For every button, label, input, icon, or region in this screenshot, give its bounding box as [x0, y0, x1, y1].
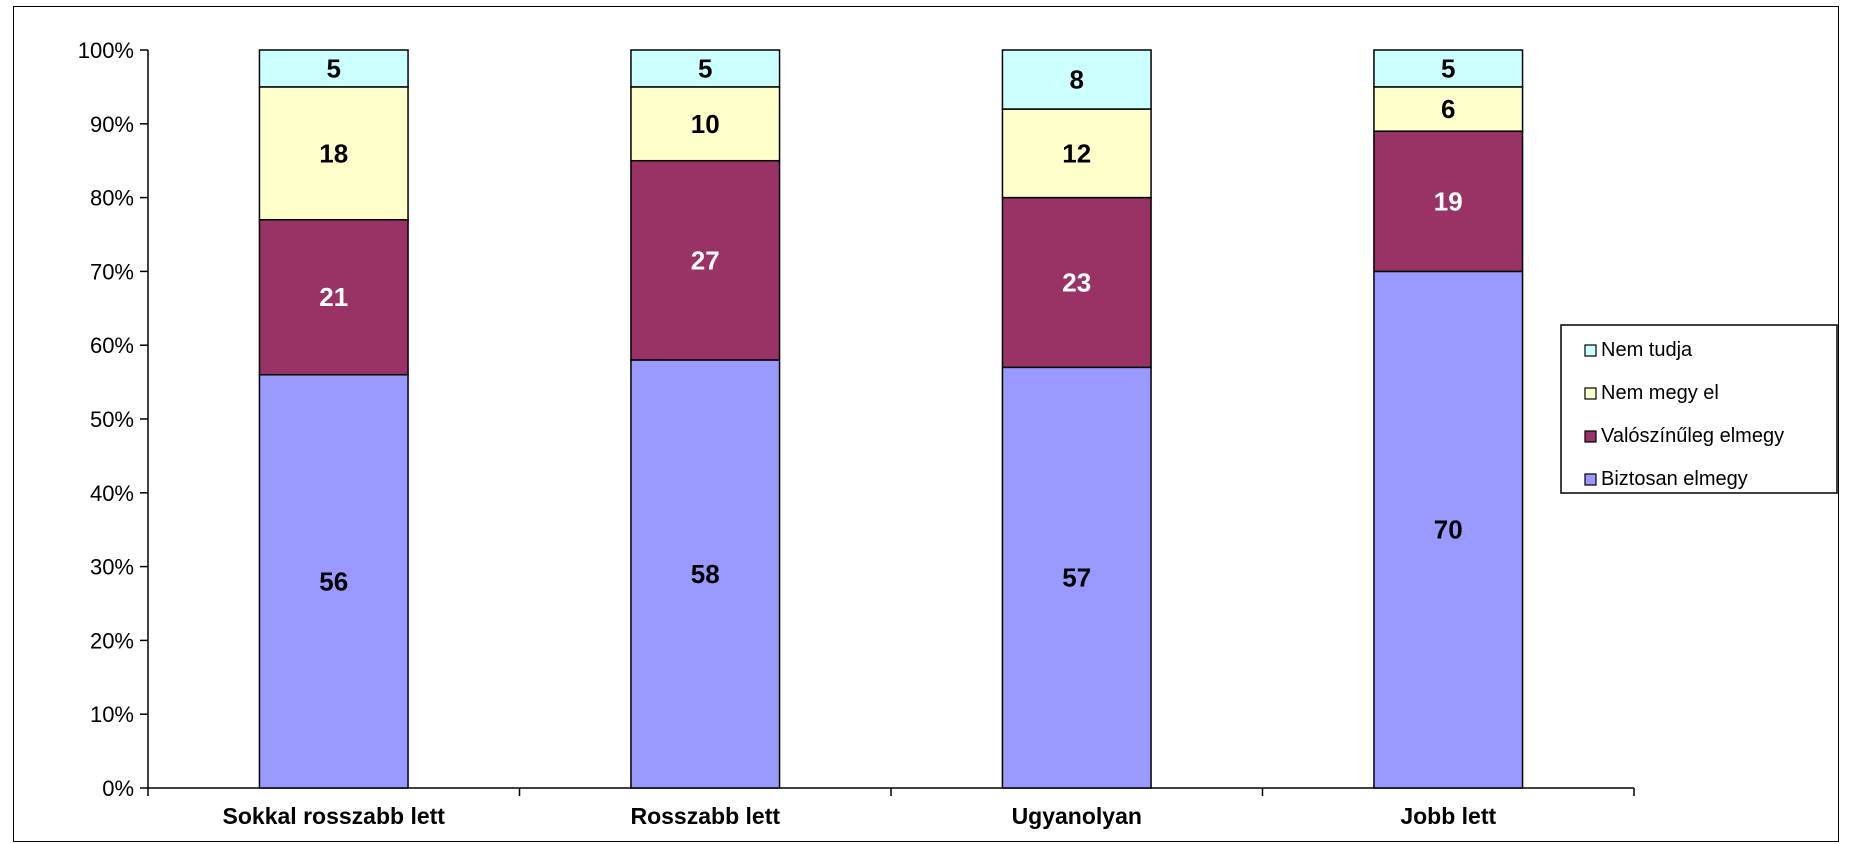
- data-label: 70: [1434, 515, 1463, 545]
- y-tick-label: 80%: [90, 186, 134, 211]
- bar-segment: [1001, 366, 1152, 789]
- legend-label: Valószínűleg elmegy: [1601, 425, 1784, 447]
- data-label: 57: [1062, 563, 1091, 593]
- y-tick-label: 30%: [90, 555, 134, 580]
- bar-segment: [1001, 108, 1152, 199]
- y-tick-label: 50%: [90, 407, 134, 432]
- category-label: Sokkal rosszabb lett: [223, 803, 446, 829]
- data-label: 5: [327, 53, 341, 83]
- legend-swatch: [1584, 387, 1597, 400]
- bar-segment: [630, 49, 781, 88]
- bar-segment: [1373, 130, 1524, 273]
- data-label: 58: [691, 559, 720, 589]
- y-axis: 0% 10% 20% 30% 40% 50% 60% 70% 80% 90% 100%: [78, 38, 149, 801]
- data-label: 5: [698, 53, 712, 83]
- category-label: Rosszabb lett: [630, 803, 780, 829]
- data-label: 27: [691, 245, 720, 275]
- legend-label: Biztosan elmegy: [1601, 468, 1748, 490]
- bar-segment: [630, 159, 781, 361]
- y-tick-label: 90%: [90, 112, 134, 137]
- data-label: 18: [319, 138, 348, 168]
- bar-segment: [1373, 49, 1524, 88]
- legend-swatch: [1584, 344, 1597, 357]
- legend-box: [1560, 324, 1838, 494]
- bar-segment: [1001, 196, 1152, 369]
- legend-swatch: [1584, 473, 1597, 486]
- y-tick-label: 70%: [90, 259, 134, 284]
- data-label: 6: [1441, 94, 1455, 124]
- bar-segment: [258, 49, 409, 88]
- y-tick-label: 60%: [90, 333, 134, 358]
- data-label: 8: [1070, 65, 1084, 95]
- data-label: 56: [319, 566, 348, 596]
- data-label: 5: [1441, 53, 1455, 83]
- legend-swatch: [1584, 430, 1597, 443]
- data-label: 21: [319, 282, 348, 312]
- y-tick-label: 40%: [90, 481, 134, 506]
- y-tick-label: 0%: [102, 776, 134, 801]
- data-label: 10: [691, 109, 720, 139]
- category-label: Jobb lett: [1400, 803, 1496, 829]
- legend: Nem tudja Nem megy el Valószínűleg elmegy B…: [1560, 324, 1838, 494]
- bar-segment: [630, 359, 781, 789]
- bar-segment: [630, 86, 781, 162]
- data-label: 12: [1062, 138, 1091, 168]
- x-axis: Sokkal rosszabb lett Rosszabb lett Ugyanol…: [147, 787, 1635, 829]
- data-label: 19: [1434, 186, 1463, 216]
- category-label: Ugyanolyan: [1012, 803, 1142, 829]
- bar-segment: [1373, 270, 1524, 789]
- y-tick-label: 20%: [90, 628, 134, 653]
- bar-segment: [1001, 49, 1152, 110]
- y-tick-label: 10%: [90, 702, 134, 727]
- data-label: 23: [1062, 267, 1091, 297]
- bars: 56 21 18 5 58 27 10 5 57 23 12 8 70 19 6 5: [258, 49, 1524, 789]
- legend-label: Nem tudja: [1601, 339, 1693, 361]
- bar-segment: [258, 86, 409, 221]
- bar-segment: [1373, 86, 1524, 132]
- legend-label: Nem megy el: [1601, 382, 1719, 404]
- y-tick-label: 100%: [78, 38, 134, 63]
